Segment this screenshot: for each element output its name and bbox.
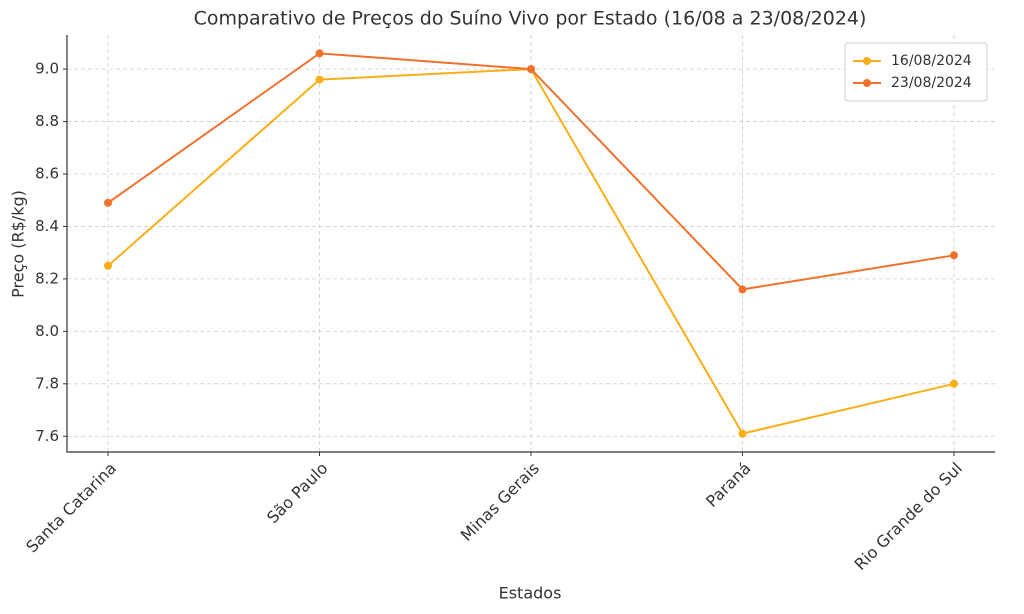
x-tick-label: Paraná [702,459,754,511]
data-point [738,285,747,294]
data-point [738,429,747,438]
y-tick-label: 8.2 [35,269,59,287]
x-tick-label: Santa Catarina [22,459,120,557]
data-point [104,198,113,207]
y-tick-label: 8.0 [35,322,59,340]
data-point [949,379,958,388]
legend-label: 23/08/2024 [891,75,972,91]
legend-marker [863,57,871,65]
y-axis-label: Preço (R$/kg) [9,190,28,298]
legend-label: 16/08/2024 [891,53,972,69]
y-tick-label: 8.4 [35,217,59,235]
y-tick-label: 9.0 [35,60,59,78]
y-tick-label: 8.8 [35,112,59,130]
data-point [315,75,324,84]
x-axis-label: Estados [499,584,562,603]
x-tick-label: Rio Grande do Sul [851,459,966,574]
data-point [315,49,324,58]
chart-title: Comparativo de Preços do Suíno Vivo por … [194,8,867,30]
data-point [949,251,958,260]
y-tick-label: 7.8 [35,374,59,392]
legend-marker [863,79,871,87]
data-point [104,261,113,270]
legend-box [844,42,988,102]
x-tick-label: São Paulo [263,459,332,528]
x-tick-label: Minas Gerais [457,459,543,545]
axes [66,35,995,453]
data-point [527,65,535,74]
y-tick-label: 8.6 [35,165,59,183]
y-tick-label: 7.6 [35,427,59,445]
